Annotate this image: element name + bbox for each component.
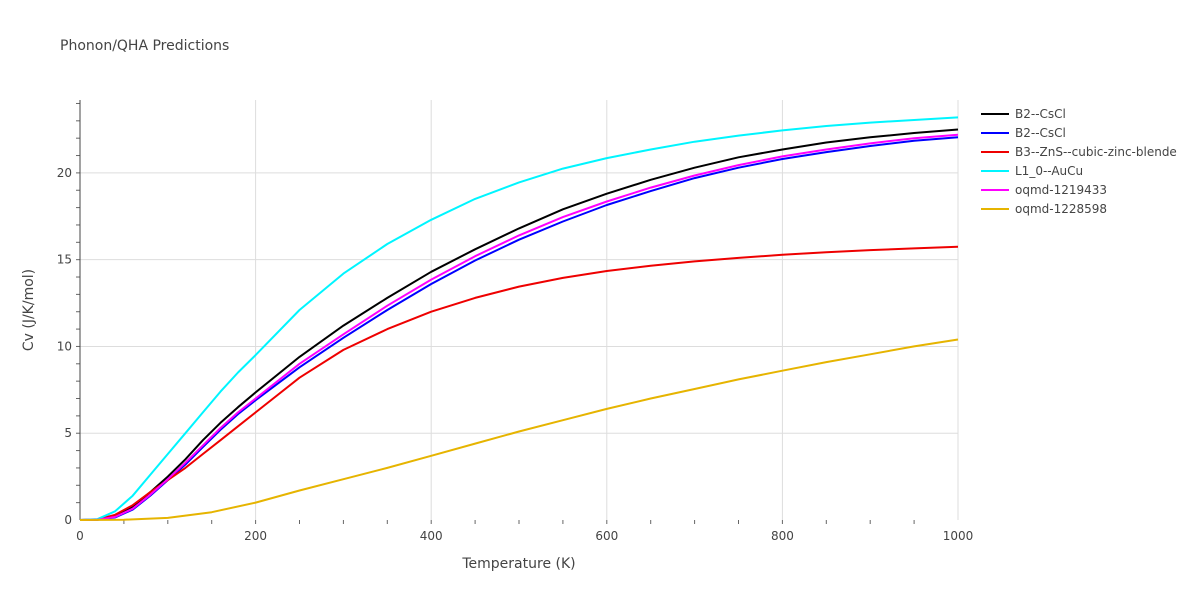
x-tick-label: 800: [771, 529, 794, 543]
legend: B2--CsCl B2--CsCl B3--ZnS--cubic-zinc-blen…: [981, 107, 1177, 216]
legend-label: B2--CsCl: [1015, 107, 1066, 121]
legend-item[interactable]: oqmd-1219433: [981, 183, 1107, 197]
chart-title: Phonon/QHA Predictions: [60, 38, 229, 54]
minor-ticks: [76, 102, 915, 524]
y-tick-labels: 0 5 10 15 20: [57, 166, 72, 527]
legend-item[interactable]: B3--ZnS--cubic-zinc-blende: [981, 145, 1177, 159]
series-line-3: [79, 116, 959, 521]
series-line-1: [79, 136, 959, 521]
y-tick-label: 20: [57, 166, 72, 180]
x-tick-label: 600: [595, 529, 618, 543]
legend-label: B2--CsCl: [1015, 126, 1066, 140]
x-tick-labels: 0 200 400 600 800 1000: [76, 529, 973, 543]
y-tick-label: 15: [57, 253, 72, 267]
x-tick-label: 0: [76, 529, 84, 543]
legend-label: oqmd-1228598: [1015, 202, 1107, 216]
legend-label: L1_0--AuCu: [1015, 164, 1083, 178]
series-lines: [79, 116, 959, 521]
y-tick-label: 5: [64, 426, 72, 440]
grid: [80, 100, 959, 520]
legend-label: oqmd-1219433: [1015, 183, 1107, 197]
y-tick-label: 0: [64, 513, 72, 527]
y-tick-label: 10: [57, 339, 72, 353]
legend-item[interactable]: B2--CsCl: [981, 126, 1066, 140]
x-tick-label: 200: [244, 529, 267, 543]
x-tick-label: 400: [420, 529, 443, 543]
y-axis-title: Cv (J/K/mol): [21, 269, 37, 351]
series-line-4: [79, 133, 959, 521]
legend-item[interactable]: oqmd-1228598: [981, 202, 1107, 216]
series-line-5: [79, 338, 959, 521]
series-line-2: [79, 245, 959, 521]
x-tick-label: 1000: [943, 529, 974, 543]
legend-item[interactable]: B2--CsCl: [981, 107, 1066, 121]
legend-item[interactable]: L1_0--AuCu: [981, 164, 1083, 178]
series-line-0: [79, 128, 959, 521]
legend-label: B3--ZnS--cubic-zinc-blende: [1015, 145, 1177, 159]
x-axis-title: Temperature (K): [461, 556, 575, 572]
